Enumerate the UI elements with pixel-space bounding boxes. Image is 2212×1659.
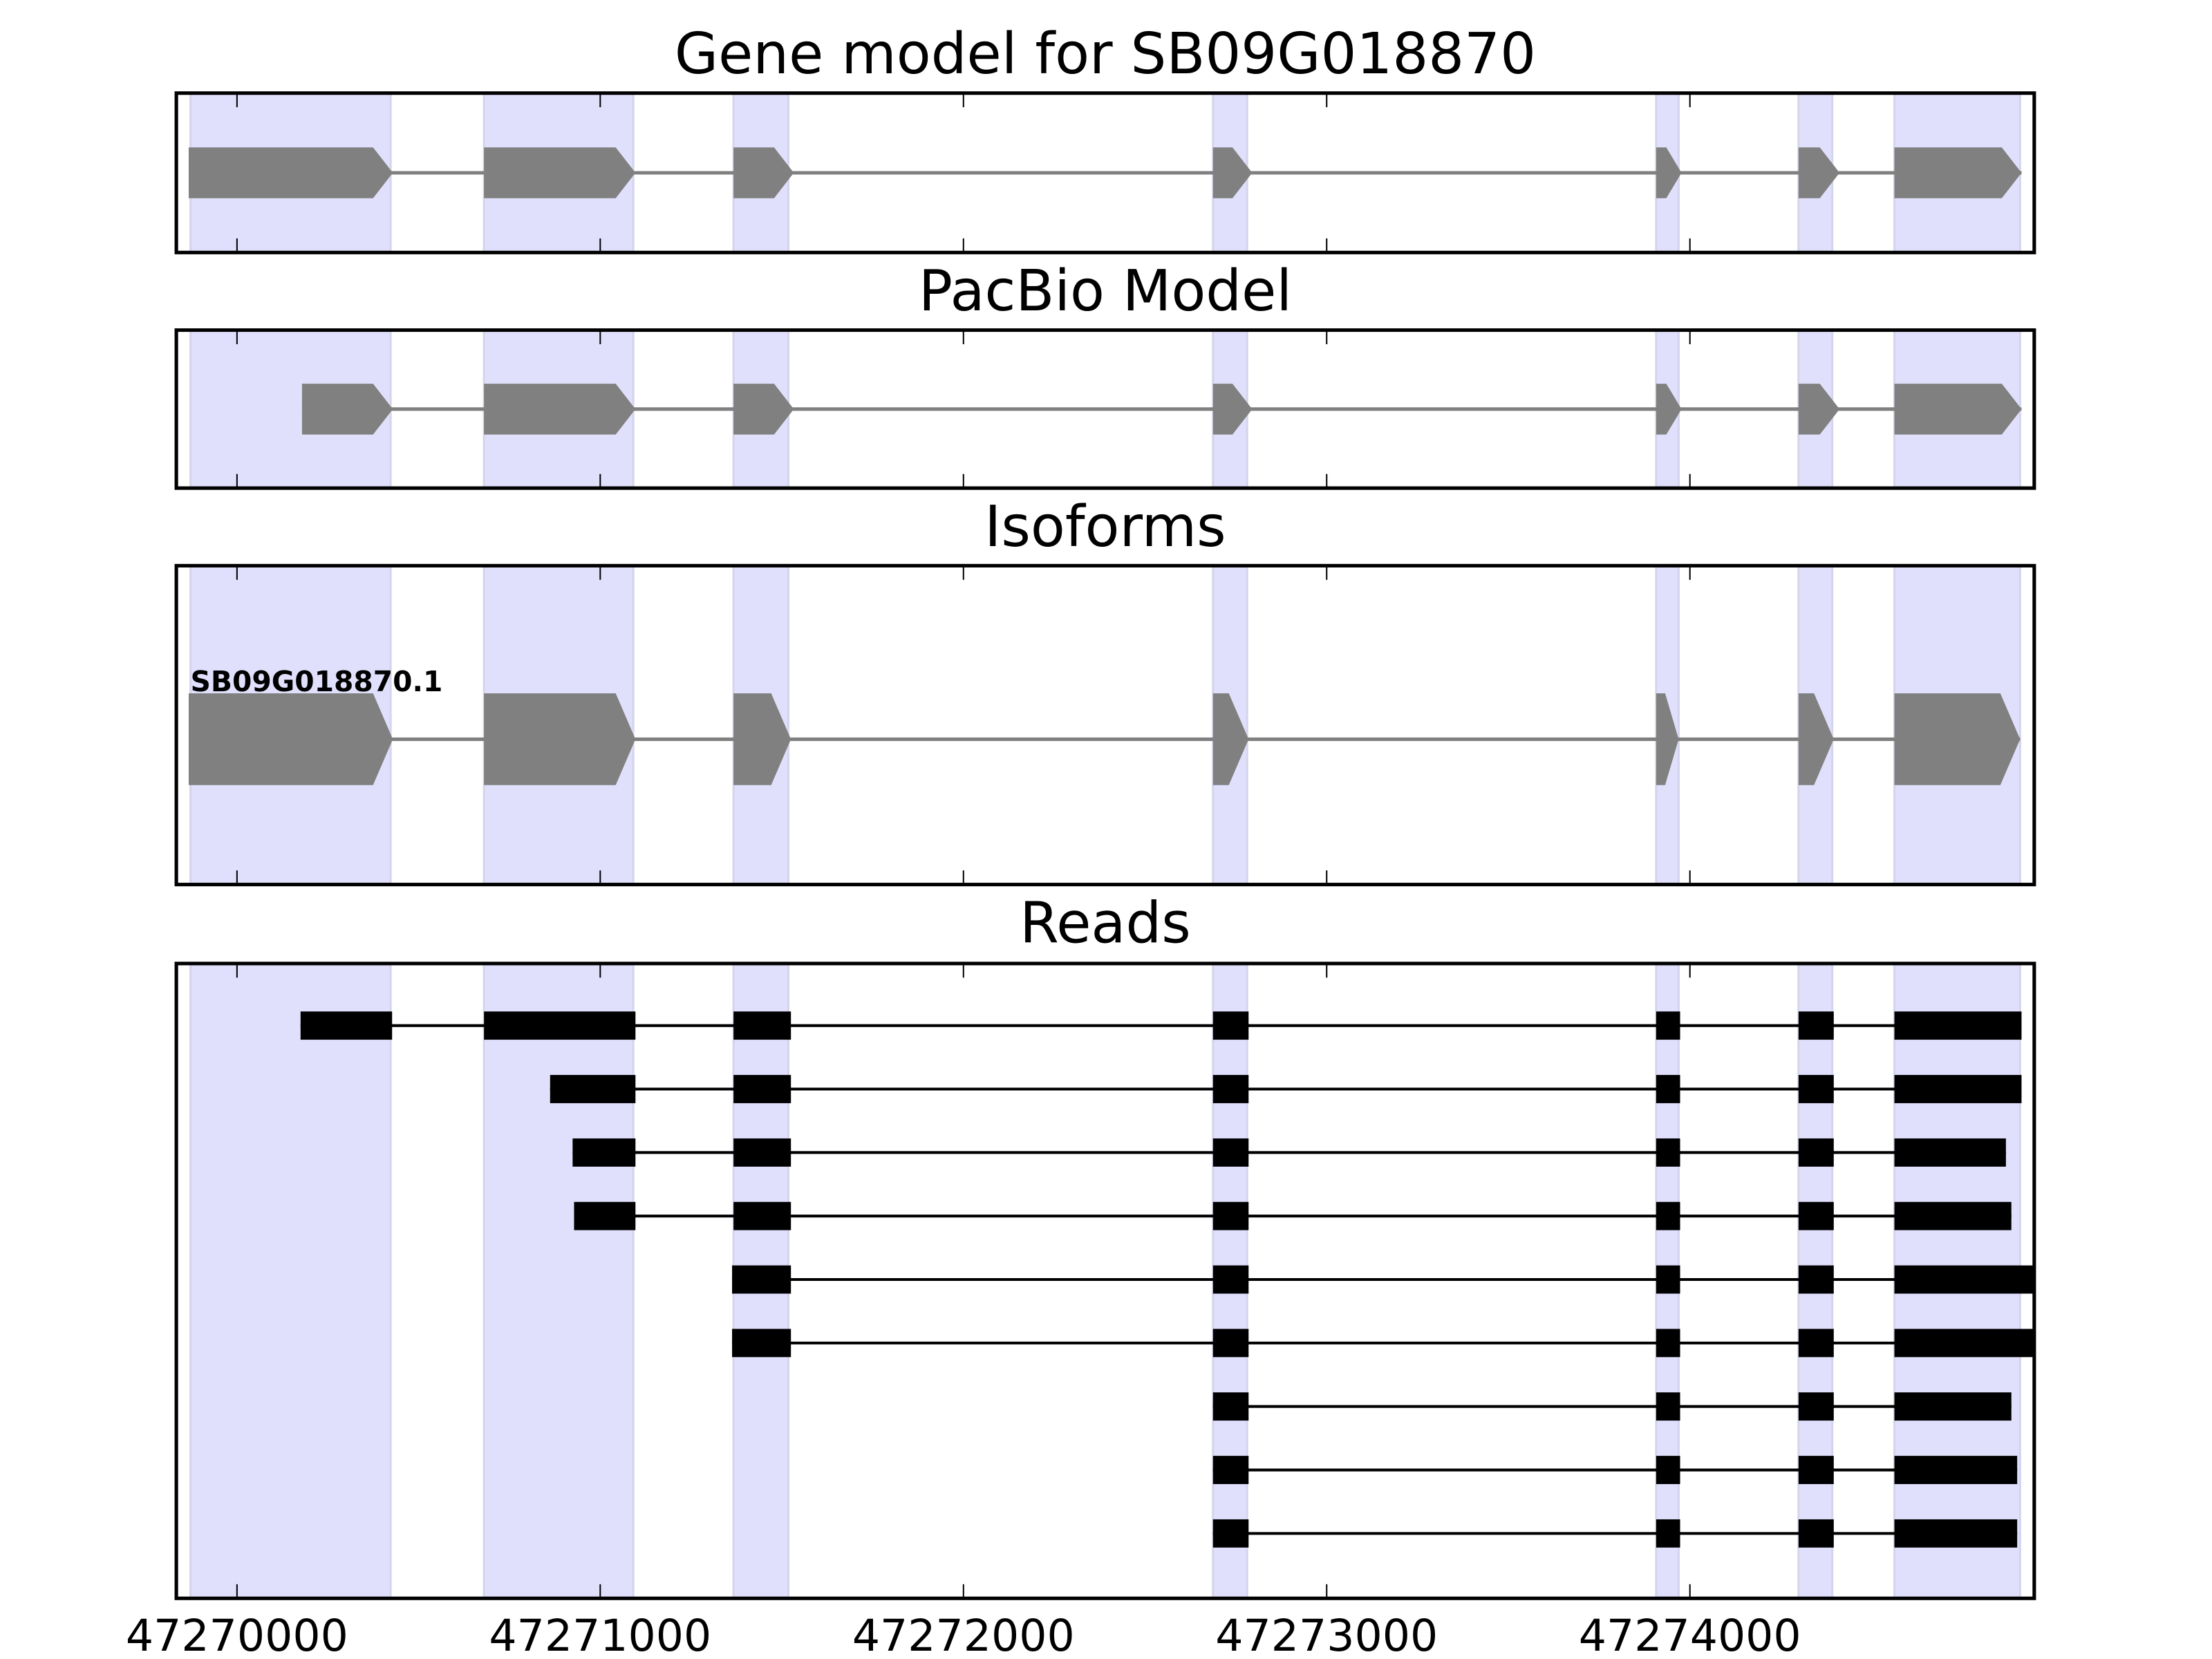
panel-plot-area [189,963,2034,1599]
panel-title: PacBio Model [919,259,1292,324]
panel-plot-area [189,330,2022,489]
x-tick-label: 47273000 [1215,1610,1438,1659]
panel-title: Isoforms [984,494,1226,560]
read-block [1656,1075,1680,1103]
read-block [733,1201,791,1230]
exon-arrow [484,147,636,198]
read-block [1656,1329,1680,1358]
exon-arrow [733,147,794,198]
exon-arrow [1656,147,1682,198]
x-tick-label: 47272000 [852,1610,1075,1659]
panel-frame [174,328,2036,490]
exon-arrow [188,693,393,785]
exon-arrow [1894,147,2022,198]
panel-frame [174,962,2036,1600]
read-block [1894,1201,2012,1230]
read-block [1894,1075,2022,1103]
read-block [1212,1011,1249,1040]
exon-arrow [1798,693,1834,785]
panel-isoform: Isoforms SB09G018870.1 [174,494,2036,887]
exon-arrow [1656,384,1682,435]
exon-arrow [1212,147,1253,198]
exon-arrow [301,384,393,435]
panel-title: Gene model for SB09G018870 [675,21,1536,87]
read-block [1212,1075,1249,1103]
read-block [1656,1265,1680,1294]
exon-arrow [1798,147,1840,198]
read-block [1798,1075,1834,1103]
read-block [733,1138,791,1167]
read-block [1212,1519,1249,1548]
read-block [1798,1329,1834,1358]
x-tick-label: 47271000 [489,1610,711,1659]
read-block [1798,1011,1834,1040]
read-block [300,1011,393,1040]
read-block [1894,1138,2006,1167]
read-block [1212,1201,1249,1230]
read-block [1894,1329,2034,1358]
exon-arrow [733,693,791,785]
read-block [1894,1011,2022,1040]
exon-arrow [1894,384,2022,435]
exon-arrow [188,147,393,198]
read-block [1656,1201,1680,1230]
exon-arrow [1894,693,2021,785]
x-tick-label: 47270000 [126,1610,348,1659]
read-block [1894,1265,2034,1294]
read-block [1894,1519,2018,1548]
read-block [1656,1456,1680,1484]
read-block [484,1011,636,1040]
exon-arrow [484,693,636,785]
read-block [1798,1265,1834,1294]
panel-title: Reads [1020,890,1191,956]
panel-frame [174,563,2036,887]
read-block [572,1138,636,1167]
read-block [1212,1329,1249,1358]
read-block [1656,1138,1680,1167]
read-block [1894,1392,2012,1421]
exon-shading [482,963,635,1599]
panel-model: Gene model for SB09G018870 [174,21,2036,254]
exon-arrow [1212,384,1253,435]
read-block [1656,1011,1680,1040]
x-tick-label: 47274000 [1579,1610,1801,1659]
read-block [1212,1138,1249,1167]
exon-arrow [1798,384,1840,435]
panel-plot-area [188,565,2021,885]
isoform-label: SB09G018870.1 [191,665,443,698]
exon-arrow [1212,693,1249,785]
panel-model: PacBio Model [174,259,2036,490]
read-block [1798,1138,1834,1167]
panel-reads: Reads [174,890,2036,1600]
read-block [1798,1392,1834,1421]
read-block [1212,1265,1249,1294]
read-block [1894,1456,2018,1484]
read-block [1212,1392,1249,1421]
read-block [1656,1392,1680,1421]
read-block [1656,1519,1680,1548]
read-block [733,1011,791,1040]
exon-arrow [733,384,794,435]
panel-plot-area [188,93,2022,253]
read-block [732,1329,791,1358]
read-block [1798,1456,1834,1484]
read-block [574,1201,636,1230]
read-block [732,1265,791,1294]
panel-frame [174,91,2036,254]
read-block [1798,1519,1834,1548]
read-block [550,1075,636,1103]
exon-shading [189,963,392,1599]
read-block [1798,1201,1834,1230]
exon-arrow [484,384,636,435]
read-block [733,1075,791,1103]
read-block [1212,1456,1249,1484]
exon-arrow [1656,693,1679,785]
